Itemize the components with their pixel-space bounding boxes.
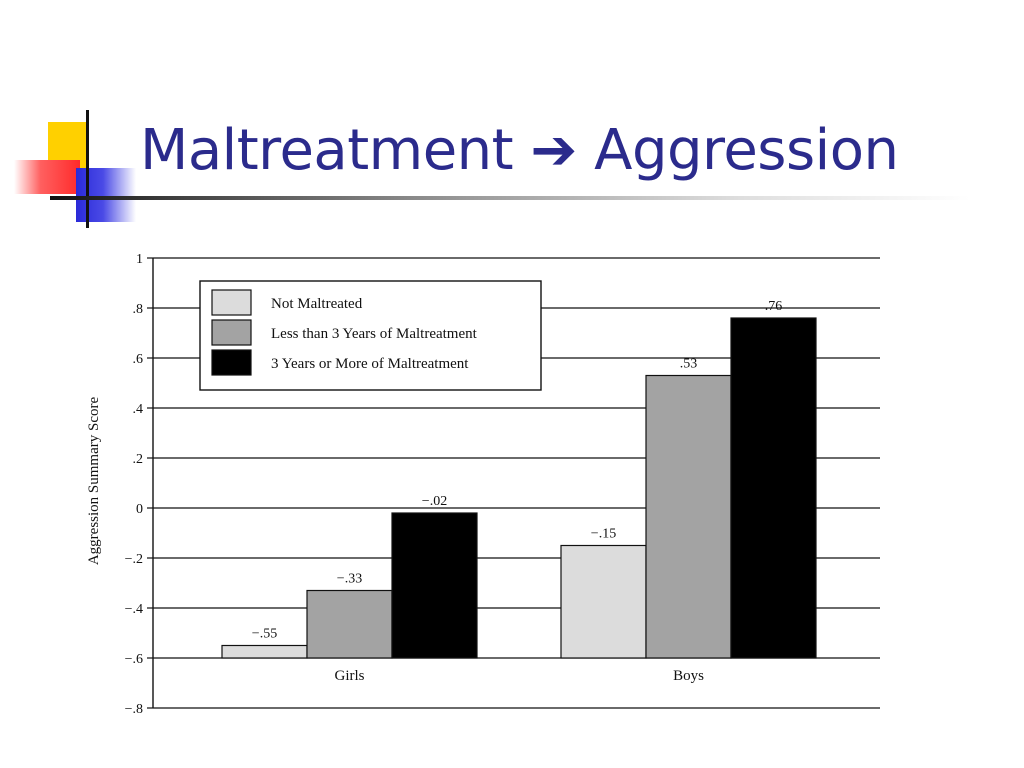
y-axis-label: Aggression Summary Score: [86, 397, 102, 566]
legend-swatch: [211, 349, 252, 376]
bar: [645, 374, 732, 659]
y-tick-label: .4: [133, 402, 144, 417]
data-label: .53: [680, 357, 698, 372]
category-label: Boys: [673, 668, 704, 684]
decor-vertical-line: [86, 110, 89, 228]
data-label: −.33: [337, 572, 362, 587]
y-tick-label: .2: [133, 452, 144, 467]
bar: [391, 512, 478, 659]
bar: [221, 644, 308, 659]
legend-box: [199, 280, 542, 391]
y-tick-label: −.6: [125, 652, 143, 667]
decor-red-bar: [14, 160, 80, 194]
y-tick-label: 1: [136, 252, 143, 267]
y-tick-label: −.2: [125, 552, 143, 567]
data-label: −.02: [422, 494, 447, 509]
bar: [306, 589, 393, 659]
y-tick-label: .6: [133, 352, 144, 367]
bar: [730, 317, 817, 659]
legend-swatch: [211, 319, 252, 346]
data-label: −.15: [591, 527, 616, 542]
data-label: −.55: [252, 627, 277, 642]
bar: [560, 544, 647, 659]
y-tick-label: −.8: [125, 702, 143, 717]
y-tick-label: 0: [136, 502, 143, 517]
category-label: Girls: [335, 668, 365, 684]
legend-label: Less than 3 Years of Maltreatment: [271, 326, 478, 342]
slide-title: Maltreatment ➔ Aggression: [140, 118, 899, 183]
legend-label: 3 Years or More of Maltreatment: [271, 356, 469, 372]
title-underline: [50, 196, 970, 200]
data-label: .76: [765, 299, 783, 314]
legend-label: Not Maltreated: [271, 296, 363, 312]
y-tick-label: −.4: [125, 602, 143, 617]
legend-swatch: [211, 289, 252, 316]
y-tick-label: .8: [133, 302, 144, 317]
